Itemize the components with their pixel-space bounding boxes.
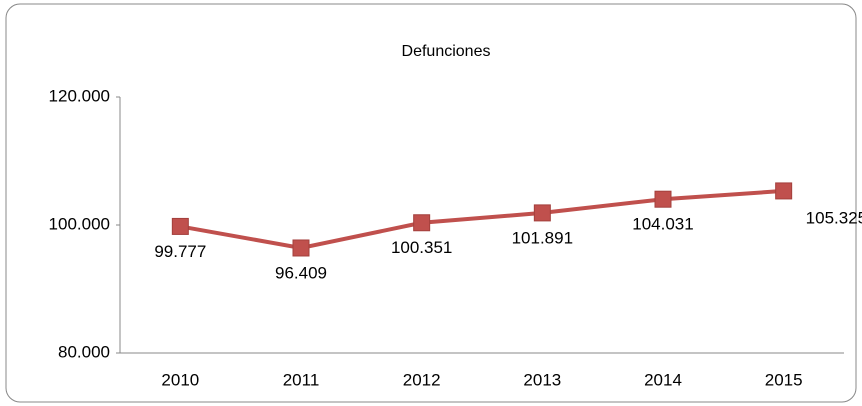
marker bbox=[533, 204, 551, 222]
x-tick-label: 2011 bbox=[283, 370, 320, 389]
data-label: 105.325 bbox=[806, 208, 862, 227]
marker bbox=[292, 239, 310, 257]
y-tick-label: 120.000 bbox=[49, 86, 110, 105]
y-tick-label: 100.000 bbox=[49, 214, 110, 233]
x-tick-label: 2012 bbox=[403, 370, 441, 389]
marker bbox=[171, 217, 189, 235]
x-tick-label: 2015 bbox=[765, 370, 803, 389]
series-line bbox=[179, 188, 784, 251]
x-tick-label: 2010 bbox=[161, 370, 199, 389]
marker bbox=[775, 182, 793, 200]
data-label: 100.351 bbox=[391, 238, 452, 257]
data-label: 104.031 bbox=[632, 215, 693, 234]
data-label: 96.409 bbox=[275, 263, 327, 282]
chart-title: Defunciones bbox=[402, 43, 491, 60]
data-label: 101.891 bbox=[512, 228, 573, 247]
y-tick-label: 80.000 bbox=[58, 342, 110, 361]
x-tick-label: 2013 bbox=[523, 370, 561, 389]
data-label: 99.777 bbox=[154, 242, 206, 261]
marker bbox=[413, 214, 431, 232]
marker bbox=[654, 190, 672, 208]
x-tick-label: 2014 bbox=[644, 370, 682, 389]
chart-frame bbox=[5, 3, 857, 403]
